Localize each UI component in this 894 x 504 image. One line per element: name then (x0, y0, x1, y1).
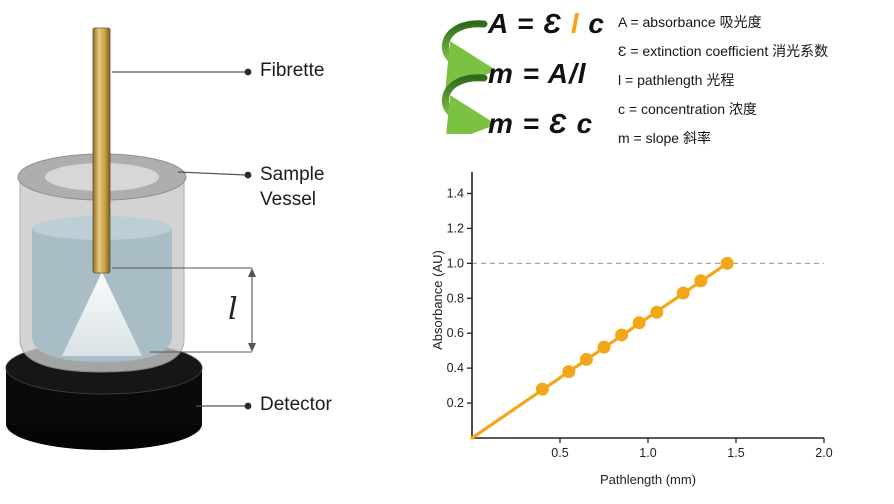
legend-item-absorbance: A = absorbance 吸光度 (618, 14, 762, 30)
eq1-pathlength-highlight: l (570, 8, 580, 39)
sample-vessel-body (17, 153, 187, 373)
detector-label: Detector (260, 394, 332, 415)
chart-x-axis-label: Pathlength (mm) (599, 472, 697, 487)
data-point (579, 352, 593, 366)
y-tick-label: 1.0 (447, 256, 464, 270)
legend-item-concentration: c = concentration 浓度 (618, 101, 757, 117)
light-beam-cone (62, 272, 142, 356)
apparatus-diagram (5, 27, 256, 450)
y-tick-label: 0.2 (447, 396, 464, 410)
y-tick-label: 1.4 (447, 186, 464, 200)
data-point (615, 328, 629, 342)
data-point (720, 256, 734, 270)
equation-beer-lambert: A = Ɛ l c (488, 8, 605, 40)
y-tick-label: 0.8 (447, 291, 464, 305)
eq1-suffix: c (579, 8, 606, 39)
data-point (650, 305, 664, 319)
legend-item-slope: m = slope 斜率 (618, 130, 711, 146)
equation-slope: m = A/l (488, 58, 587, 89)
sample-vessel-label: Sample Vessel (260, 162, 324, 212)
sample-vessel-label-line2: Vessel (260, 189, 316, 210)
data-point (676, 286, 690, 300)
equation-flow-arrows (442, 20, 492, 134)
x-tick-label: 1.5 (727, 446, 744, 460)
absorbance-pathlength-chart: 0.5 1.0 1.5 2.0 0.2 0.4 0.6 0.8 1.0 1.2 1.4 (447, 172, 833, 460)
y-tick-label: 0.6 (447, 326, 464, 340)
equation-slope-ec: m = Ɛ c (488, 108, 594, 139)
chart-y-axis-label: Absorbance (AU) (430, 250, 445, 350)
leader-dots (244, 68, 252, 410)
arrow-eq2-to-eq3 (442, 74, 492, 134)
data-point (535, 382, 549, 396)
sample-vessel-label-line1: Sample (260, 164, 325, 185)
data-point (597, 340, 611, 354)
leader-lines (112, 71, 247, 407)
legend-item-pathlength: l = pathlength 光程 (618, 72, 735, 88)
data-point (694, 274, 708, 288)
pathlength-dimension (112, 267, 253, 353)
x-tick-label: 0.5 (551, 446, 568, 460)
fibrette-label: Fibrette (260, 60, 325, 81)
eq1-prefix: A = Ɛ (488, 8, 571, 39)
symbol-legend: A = absorbance 吸光度 Ɛ = extinction coeffi… (618, 12, 828, 157)
legend-item-extinction: Ɛ = extinction coefficient 消光系数 (618, 43, 829, 59)
arrow-eq1-to-eq2 (442, 20, 492, 90)
x-tick-label: 2.0 (815, 446, 832, 460)
data-point (632, 316, 646, 330)
x-tick-label: 1.0 (639, 446, 656, 460)
fibrette-rod (92, 27, 111, 274)
y-tick-label: 1.2 (447, 221, 464, 235)
pathlength-symbol: l (228, 292, 238, 327)
y-tick-label: 0.4 (447, 361, 464, 375)
data-point (562, 365, 576, 379)
pathlength-arrowheads (248, 268, 256, 352)
